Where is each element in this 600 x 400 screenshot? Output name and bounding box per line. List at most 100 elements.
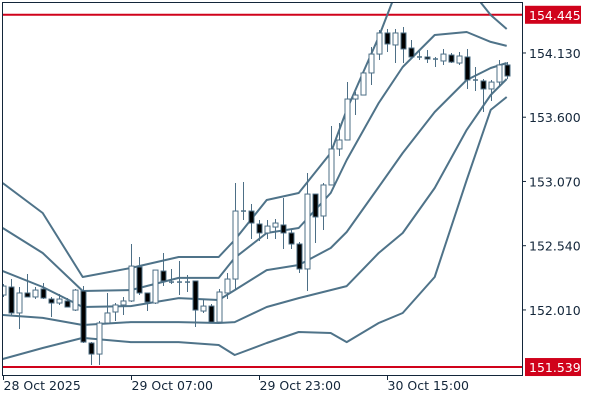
candle bbox=[272, 219, 279, 240]
candle bbox=[320, 183, 327, 231]
candle bbox=[144, 292, 151, 312]
candle bbox=[408, 40, 415, 60]
x-tick-label: 30 Oct 15:00 bbox=[388, 378, 470, 393]
candle bbox=[48, 296, 55, 317]
candle-body-bullish bbox=[56, 298, 63, 304]
band-lower-1 bbox=[3, 78, 508, 326]
plot-area[interactable] bbox=[1, 0, 522, 369]
candles bbox=[3, 27, 511, 365]
candle bbox=[473, 67, 478, 92]
candle-body-bearish bbox=[384, 32, 391, 45]
candle bbox=[248, 204, 255, 240]
candle bbox=[104, 292, 111, 324]
candle bbox=[376, 30, 383, 60]
candle bbox=[352, 92, 359, 116]
candle-body-bullish bbox=[328, 148, 335, 186]
candle-body-bullish bbox=[264, 225, 271, 234]
candle bbox=[344, 82, 351, 141]
candle bbox=[40, 283, 47, 300]
candle-body-bullish bbox=[216, 291, 223, 323]
level-label: 151.539 bbox=[529, 360, 581, 375]
candle bbox=[256, 220, 263, 241]
candle-body-bullish bbox=[224, 278, 231, 294]
candle bbox=[464, 48, 471, 89]
candle bbox=[433, 56, 438, 68]
candle-body-bullish bbox=[368, 53, 375, 74]
candle-body-bearish bbox=[256, 223, 263, 234]
candle-body-bearish bbox=[288, 232, 295, 245]
price-axis: 154.130 153.600 153.070 152.540 152.010 bbox=[522, 46, 581, 318]
candle bbox=[152, 269, 159, 304]
candle-body-bullish bbox=[376, 32, 383, 55]
candle bbox=[136, 256, 143, 296]
x-tick-label: 28 Oct 2025 bbox=[4, 378, 81, 393]
candle-body-bullish bbox=[104, 312, 111, 324]
candle bbox=[112, 303, 119, 321]
time-axis: 28 Oct 2025 29 Oct 07:00 29 Oct 23:00 30 Oc… bbox=[3, 375, 470, 393]
candle-body-bullish bbox=[496, 64, 503, 83]
candle bbox=[128, 244, 135, 303]
candle-body-bullish bbox=[320, 184, 327, 217]
level-label-background bbox=[525, 5, 581, 24]
candle-body-bearish bbox=[424, 56, 431, 60]
candle-body-bullish bbox=[336, 139, 343, 150]
candle-body-bearish bbox=[280, 224, 287, 234]
candle bbox=[80, 286, 87, 344]
candle bbox=[456, 52, 463, 65]
candle bbox=[177, 260, 182, 296]
candle bbox=[504, 62, 511, 80]
x-tick-label: 29 Oct 07:00 bbox=[132, 378, 214, 393]
candle-body-bullish bbox=[152, 269, 159, 304]
candle bbox=[24, 274, 31, 298]
candle bbox=[64, 298, 71, 308]
candle-body-bullish bbox=[200, 305, 207, 312]
level-label: 154.445 bbox=[529, 8, 581, 23]
candle-body-bullish bbox=[96, 322, 103, 355]
candle-body-bearish bbox=[408, 47, 415, 58]
candle bbox=[417, 51, 422, 60]
candle-body-bearish bbox=[464, 56, 471, 81]
candle bbox=[368, 47, 375, 85]
candle bbox=[424, 50, 431, 64]
candle bbox=[440, 48, 447, 65]
candle bbox=[496, 60, 503, 88]
candle-body-bullish bbox=[352, 94, 359, 100]
candle-body-bearish bbox=[208, 305, 215, 323]
candle bbox=[16, 287, 23, 329]
band-upper-1 bbox=[3, 31, 507, 292]
candle bbox=[288, 228, 295, 249]
candle bbox=[208, 304, 215, 323]
candle-body-bearish bbox=[448, 54, 455, 63]
y-tick-label: 154.130 bbox=[529, 46, 581, 61]
chart-frame bbox=[2, 2, 523, 376]
candle-body-bullish bbox=[32, 289, 39, 298]
candle-body-bearish bbox=[144, 292, 151, 303]
candle bbox=[241, 182, 246, 220]
band-lower-2 bbox=[3, 96, 508, 360]
candle-body-bullish bbox=[304, 193, 311, 270]
candle-body-bearish bbox=[296, 243, 303, 270]
candle-body-bearish bbox=[24, 292, 31, 298]
candle-body-bearish bbox=[160, 270, 167, 282]
level-label-background bbox=[525, 358, 581, 377]
candle-body-bullish bbox=[112, 304, 119, 313]
candle bbox=[72, 288, 79, 312]
candle bbox=[200, 299, 207, 313]
band-upper-2 bbox=[3, 3, 508, 278]
candle bbox=[488, 80, 495, 101]
candle-body-bearish bbox=[192, 280, 199, 311]
candle-body-bullish bbox=[3, 285, 7, 296]
candle bbox=[360, 72, 367, 96]
candle-body-bullish bbox=[16, 292, 23, 314]
candle bbox=[280, 198, 287, 249]
y-tick-label: 153.070 bbox=[529, 174, 581, 189]
candle bbox=[96, 320, 103, 365]
candle bbox=[264, 220, 271, 240]
candle bbox=[384, 28, 391, 52]
candle-body-bullish bbox=[120, 300, 127, 306]
candle-body-bullish bbox=[232, 210, 239, 280]
y-tick-label: 152.540 bbox=[529, 239, 581, 254]
candle-body-bullish bbox=[344, 98, 351, 141]
